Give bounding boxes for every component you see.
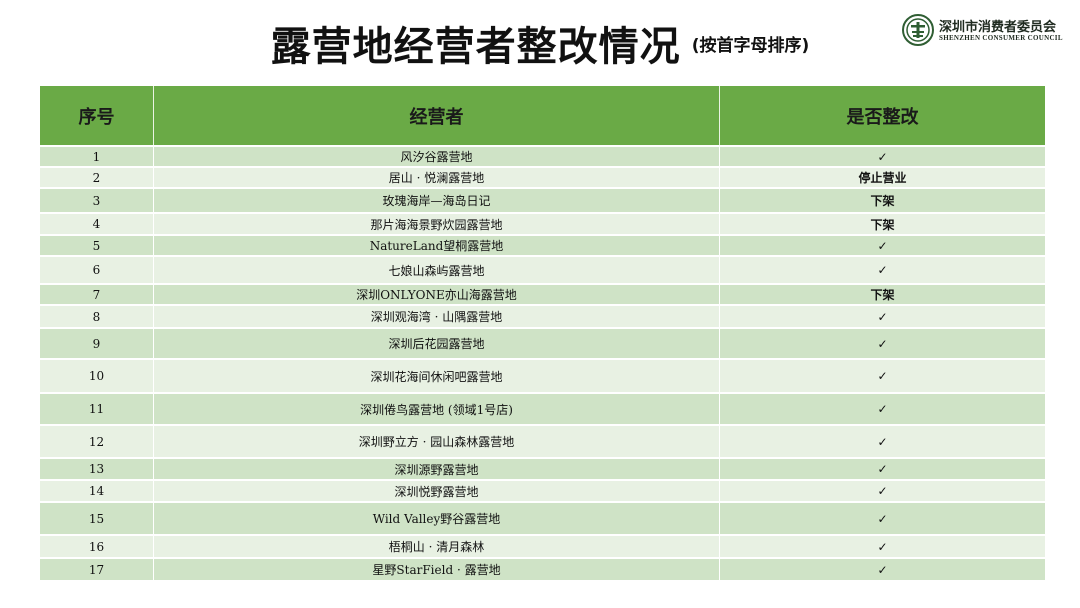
row-operator: 梧桐山 · 清月森林 <box>154 536 720 557</box>
row-index: 8 <box>40 306 154 327</box>
table-row: 1 风汐谷露营地 ✓ <box>40 145 1045 166</box>
row-index: 1 <box>40 147 154 166</box>
row-operator: Wild Valley野谷露营地 <box>154 503 720 534</box>
row-operator: NatureLand望桐露营地 <box>154 236 720 255</box>
row-index: 10 <box>40 360 154 392</box>
row-index: 13 <box>40 459 154 479</box>
row-status: 停止营业 <box>858 171 907 185</box>
table-row: 8 深圳观海湾 · 山隅露营地 ✓ <box>40 304 1045 327</box>
logo-name-en: SHENZHEN CONSUMER COUNCIL <box>939 34 1063 42</box>
row-operator: 星野StarField · 露营地 <box>154 559 720 580</box>
row-operator: 七娘山森屿露营地 <box>154 257 720 283</box>
council-emblem-icon <box>902 14 934 46</box>
row-operator: 居山 · 悦澜露营地 <box>154 168 720 187</box>
row-operator: 深圳后花园露营地 <box>154 329 720 358</box>
row-index: 16 <box>40 536 154 557</box>
council-logo: 深圳市消费者委员会 SHENZHEN CONSUMER COUNCIL <box>902 14 1077 48</box>
table-row: 5 NatureLand望桐露营地 ✓ <box>40 234 1045 255</box>
table-row: 13 深圳源野露营地 ✓ <box>40 457 1045 479</box>
row-index: 4 <box>40 214 154 234</box>
table-body: 1 风汐谷露营地 ✓ 2 居山 · 悦澜露营地 停止营业 3 玫瑰海岸—海岛日记 下架 4 那片海海… <box>40 145 1045 580</box>
header-rectified: 是否整改 <box>846 106 919 128</box>
row-status: ✓ <box>877 562 888 577</box>
row-operator: 深圳ONLYONE亦山海露营地 <box>154 285 720 304</box>
row-status: ✓ <box>877 238 888 253</box>
header-index: 序号 <box>40 86 154 145</box>
row-index: 5 <box>40 236 154 255</box>
table-row: 11 深圳倦鸟露营地 (领域1号店) ✓ <box>40 392 1045 424</box>
row-status: ✓ <box>877 484 888 498</box>
row-status: ✓ <box>877 309 888 324</box>
row-operator: 深圳野立方 · 园山森林露营地 <box>154 426 720 457</box>
row-status: 下架 <box>870 217 895 232</box>
table-row: 9 深圳后花园露营地 ✓ <box>40 327 1045 358</box>
row-index: 12 <box>40 426 154 457</box>
row-index: 14 <box>40 481 154 501</box>
row-status: ✓ <box>877 511 888 526</box>
logo-name-cn: 深圳市消费者委员会 <box>939 20 1057 35</box>
table-row: 17 星野StarField · 露营地 ✓ <box>40 557 1045 580</box>
table-row: 10 深圳花海间休闲吧露营地 ✓ <box>40 358 1045 392</box>
table-row: 2 居山 · 悦澜露营地 停止营业 <box>40 166 1045 187</box>
table-row: 15 Wild Valley野谷露营地 ✓ <box>40 501 1045 534</box>
row-operator: 深圳源野露营地 <box>154 459 720 479</box>
table-row: 6 七娘山森屿露营地 ✓ <box>40 255 1045 283</box>
row-status: ✓ <box>877 462 888 476</box>
table-row: 7 深圳ONLYONE亦山海露营地 下架 <box>40 283 1045 304</box>
row-operator: 深圳花海间休闲吧露营地 <box>154 360 720 392</box>
row-index: 17 <box>40 559 154 580</box>
row-operator: 那片海海景野炊园露营地 <box>154 214 720 234</box>
row-status: ✓ <box>877 336 888 351</box>
row-operator: 深圳倦鸟露营地 (领域1号店) <box>154 394 720 424</box>
row-status: ✓ <box>877 402 888 416</box>
page-header: 露营地经营者整改情况 (按首字母排序) <box>0 14 1080 72</box>
row-status: 下架 <box>870 194 895 208</box>
row-index: 3 <box>40 189 154 212</box>
table-row: 16 梧桐山 · 清月森林 ✓ <box>40 534 1045 557</box>
row-status: 下架 <box>870 288 895 302</box>
row-operator: 深圳观海湾 · 山隅露营地 <box>154 306 720 327</box>
table-row: 3 玫瑰海岸—海岛日记 下架 <box>40 187 1045 212</box>
row-status: ✓ <box>877 149 888 164</box>
row-index: 6 <box>40 257 154 283</box>
table-row: 4 那片海海景野炊园露营地 下架 <box>40 212 1045 234</box>
row-index: 15 <box>40 503 154 534</box>
row-status: ✓ <box>877 369 888 383</box>
header-operator: 经营者 <box>154 86 720 145</box>
row-operator: 玫瑰海岸—海岛日记 <box>154 189 720 212</box>
table-row: 12 深圳野立方 · 园山森林露营地 ✓ <box>40 424 1045 457</box>
table-row: 14 深圳悦野露营地 ✓ <box>40 479 1045 501</box>
row-index: 9 <box>40 329 154 358</box>
row-index: 11 <box>40 394 154 424</box>
row-status: ✓ <box>877 539 888 554</box>
page-title: 露营地经营者整改情况 <box>270 24 681 70</box>
row-index: 2 <box>40 168 154 187</box>
rectification-table: 序号 经营者 是否整改 1 风汐谷露营地 ✓ 2 居山 · 悦澜露营地 停止营业 3 玫瑰海岸… <box>40 86 1045 580</box>
row-operator: 风汐谷露营地 <box>154 147 720 166</box>
row-status: ✓ <box>877 263 888 277</box>
table-header-row: 序号 经营者 是否整改 <box>40 86 1045 145</box>
page-subtitle: (按首字母排序) <box>691 35 810 56</box>
row-index: 7 <box>40 285 154 304</box>
row-operator: 深圳悦野露营地 <box>154 481 720 501</box>
row-status: ✓ <box>877 434 888 449</box>
